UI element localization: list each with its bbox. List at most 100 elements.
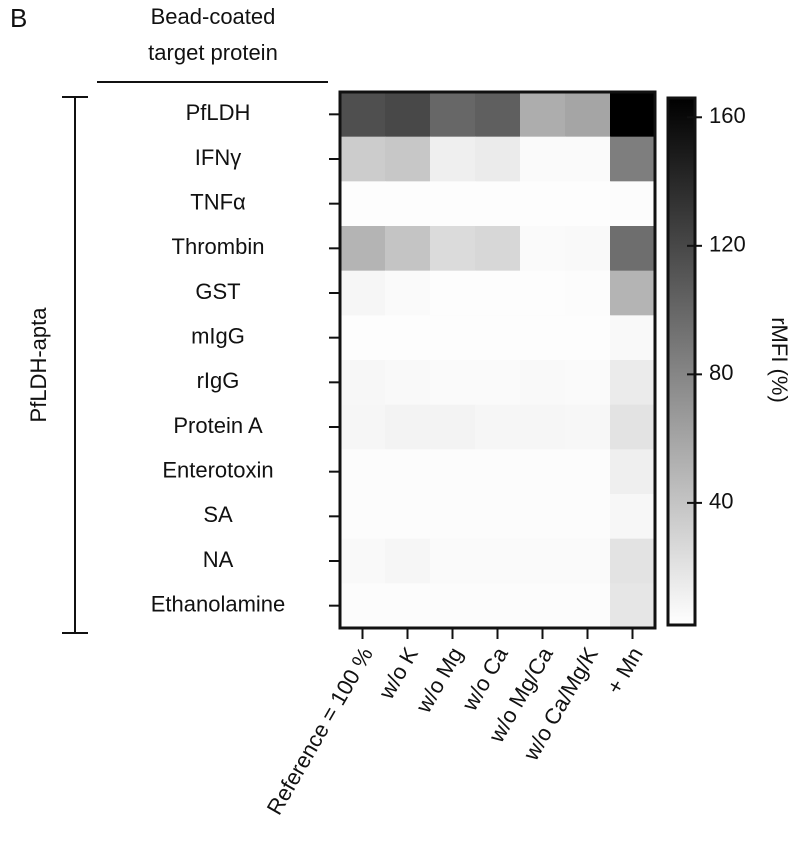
- cell: [565, 270, 611, 316]
- cell: [565, 494, 611, 540]
- cell: [430, 181, 476, 227]
- cell: [430, 449, 476, 495]
- cell: [340, 92, 386, 138]
- cell: [430, 226, 476, 272]
- cell: [565, 136, 611, 182]
- row-label: PfLDH: [186, 100, 251, 125]
- cell: [520, 583, 566, 629]
- row-header: target protein: [148, 40, 278, 65]
- row-label: TNFα: [190, 189, 246, 214]
- cell: [565, 538, 611, 584]
- row-label: NA: [203, 547, 234, 572]
- cell: [610, 315, 656, 361]
- cell: [430, 136, 476, 182]
- row-label: mIgG: [191, 323, 245, 348]
- cell: [475, 449, 521, 495]
- cell: [340, 181, 386, 227]
- cell: [385, 449, 431, 495]
- colorbar-tick-label: 120: [709, 232, 746, 257]
- cell: [520, 181, 566, 227]
- cell: [430, 538, 476, 584]
- cell: [385, 494, 431, 540]
- cell: [340, 270, 386, 316]
- cell: [520, 92, 566, 138]
- cell: [385, 92, 431, 138]
- group-label: PfLDH-apta: [26, 307, 51, 423]
- cell: [475, 583, 521, 629]
- cell: [520, 360, 566, 406]
- cell: [385, 538, 431, 584]
- cell: [475, 136, 521, 182]
- cell: [430, 360, 476, 406]
- cell: [385, 226, 431, 272]
- cell: [610, 360, 656, 406]
- cell: [565, 404, 611, 450]
- colorbar-tick-label: 40: [709, 489, 733, 514]
- cell: [475, 92, 521, 138]
- cell: [565, 226, 611, 272]
- cell: [385, 270, 431, 316]
- cell: [340, 315, 386, 361]
- cell: [430, 583, 476, 629]
- cell: [610, 494, 656, 540]
- cell: [610, 449, 656, 495]
- column-label: Reference = 100 %: [262, 643, 378, 819]
- cell: [520, 226, 566, 272]
- cell: [430, 92, 476, 138]
- cell: [520, 494, 566, 540]
- cell: [385, 583, 431, 629]
- cell: [475, 226, 521, 272]
- cell: [385, 315, 431, 361]
- cell: [340, 449, 386, 495]
- cell: [340, 538, 386, 584]
- row-label: Enterotoxin: [162, 457, 273, 482]
- cell: [610, 226, 656, 272]
- cell: [520, 449, 566, 495]
- cell: [610, 538, 656, 584]
- row-label: Protein A: [173, 413, 263, 438]
- cell: [610, 181, 656, 227]
- panel-label: B: [10, 3, 27, 33]
- cell: [475, 360, 521, 406]
- cell: [340, 583, 386, 629]
- cell: [475, 181, 521, 227]
- row-label: IFNγ: [195, 145, 241, 170]
- cell: [475, 494, 521, 540]
- cell: [385, 360, 431, 406]
- cell: [340, 136, 386, 182]
- cell: [610, 583, 656, 629]
- row-label: GST: [195, 279, 240, 304]
- colorbar-tick-label: 80: [709, 360, 733, 385]
- cell: [520, 404, 566, 450]
- colorbar-tick-label: 160: [709, 103, 746, 128]
- cell: [385, 136, 431, 182]
- cell: [430, 315, 476, 361]
- cell: [610, 404, 656, 450]
- row-label: rIgG: [197, 368, 240, 393]
- cell: [475, 538, 521, 584]
- cell: [430, 494, 476, 540]
- cell: [340, 404, 386, 450]
- cell: [475, 315, 521, 361]
- colorbar-label: rMFI (%): [767, 317, 792, 403]
- cell: [565, 583, 611, 629]
- row-label: Ethanolamine: [151, 591, 286, 616]
- cell: [565, 360, 611, 406]
- row-label: Thrombin: [172, 234, 265, 259]
- cell: [610, 92, 656, 138]
- cell: [565, 449, 611, 495]
- cell: [340, 360, 386, 406]
- row-label: SA: [203, 502, 233, 527]
- cell: [520, 136, 566, 182]
- cell: [475, 404, 521, 450]
- cell: [610, 136, 656, 182]
- cell: [385, 404, 431, 450]
- cell: [340, 226, 386, 272]
- cell: [565, 181, 611, 227]
- cell: [475, 270, 521, 316]
- cell: [565, 315, 611, 361]
- cell: [610, 270, 656, 316]
- cell: [520, 538, 566, 584]
- row-header: Bead-coated: [151, 4, 276, 29]
